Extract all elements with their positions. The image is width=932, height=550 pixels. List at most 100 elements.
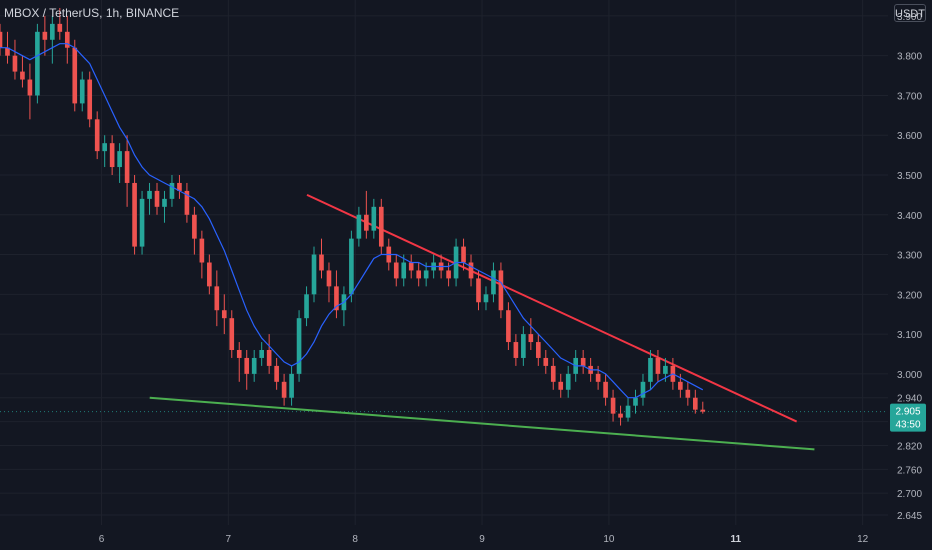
candle-body [491, 270, 496, 295]
candle-body [50, 23, 55, 40]
resistance-trendline [306, 193, 798, 423]
candle-body [147, 190, 152, 199]
currency-button[interactable]: USDT [894, 4, 926, 22]
candle-body [678, 381, 683, 390]
candle-body [700, 409, 706, 412]
candle-body [266, 350, 272, 366]
candle-body [259, 350, 264, 358]
price-tick-label: 3.900 [897, 12, 922, 23]
price-badge-countdown: 43:50 [895, 420, 920, 431]
time-tick-label: 7 [226, 534, 232, 545]
time-tick-label: 9 [479, 534, 485, 545]
candle-body [132, 182, 137, 247]
price-badge-bg [890, 403, 926, 432]
candle-body [349, 238, 354, 295]
time-tick-label: 6 [99, 534, 105, 545]
candle-body [289, 373, 294, 398]
trendlines[interactable] [149, 193, 815, 451]
candle-body [498, 270, 504, 311]
candle-body [483, 294, 489, 303]
time-tick-label: 10 [603, 534, 615, 545]
candle-body [595, 373, 601, 382]
candle-body [648, 357, 653, 382]
candle-body [506, 310, 511, 343]
candle-body [169, 182, 175, 199]
candle-body [229, 318, 235, 350]
candle-body [221, 310, 227, 319]
candle-body [57, 23, 63, 32]
candle-body [94, 119, 100, 152]
time-tick-label: 11 [730, 534, 741, 545]
candle-body [640, 381, 646, 398]
candle-body [378, 206, 384, 247]
candles [0, 7, 706, 426]
candle-body [610, 397, 616, 414]
candle-body [79, 79, 85, 104]
candle-body [184, 190, 190, 215]
time-axis[interactable]: 6 7 8 9 10 11 12 [99, 534, 869, 545]
candle-body [199, 238, 205, 263]
candle-body [416, 270, 422, 279]
price-tick-label: 3.500 [897, 171, 922, 182]
price-tick-label: 3.400 [897, 211, 922, 222]
candle-body [251, 357, 257, 374]
chart-grid [0, 0, 888, 525]
candle-body [528, 334, 534, 343]
candle-body [446, 270, 451, 279]
price-tick-label: 3.200 [897, 290, 922, 301]
candle-body [565, 373, 571, 390]
candle-body [109, 143, 115, 168]
moving-average-line [0, 43, 704, 399]
candle-body [364, 214, 369, 231]
candle-body [311, 254, 317, 295]
candle-body [214, 286, 220, 311]
candle-body [356, 214, 362, 239]
price-tick-label: 3.600 [897, 131, 922, 142]
time-tick-label: 8 [352, 534, 358, 545]
candle-body [603, 381, 608, 398]
candle-body [281, 381, 287, 398]
candle-body [304, 294, 309, 319]
price-axis[interactable]: 3.900 3.800 3.700 3.600 3.500 3.400 3.300 3.200… [897, 12, 922, 522]
price-tick-label: 3.100 [897, 330, 922, 341]
candle-body [558, 381, 564, 390]
support-trendline [149, 396, 815, 451]
time-tick-label: 12 [857, 534, 869, 545]
candle-body [550, 365, 556, 382]
candle-body [35, 31, 40, 96]
last-price-badge: 2.905 43:50 [890, 403, 926, 432]
candle-body [27, 79, 33, 96]
candle-body [236, 350, 242, 358]
candle-body [468, 262, 474, 279]
candle-body [12, 55, 18, 72]
candle-body [334, 286, 339, 311]
candle-body [633, 397, 638, 406]
candle-body [192, 214, 197, 239]
candle-body [139, 198, 145, 247]
candle-body [401, 262, 407, 279]
price-tick-label: 2.940 [897, 394, 922, 405]
candle-body [663, 365, 668, 374]
candle-body [207, 262, 212, 287]
candle-body [476, 278, 481, 303]
candle-body [319, 254, 324, 271]
candle-body [625, 405, 631, 418]
candle-body [177, 182, 182, 191]
candle-body [535, 342, 541, 358]
price-tick-label: 3.800 [897, 52, 922, 63]
candle-body [685, 389, 691, 398]
candle-body [20, 71, 25, 80]
price-tick-label: 3.000 [897, 370, 922, 381]
candle-body [162, 198, 167, 207]
candle-body [124, 151, 130, 183]
candle-body [42, 31, 48, 40]
candle-body [274, 365, 279, 382]
candle-body [64, 31, 70, 48]
candle-body [655, 357, 661, 374]
candle-body [102, 143, 107, 152]
candle-body [0, 31, 3, 48]
price-tick-label: 3.700 [897, 91, 922, 102]
price-tick-label: 2.645 [897, 511, 922, 522]
candle-body [296, 318, 302, 374]
